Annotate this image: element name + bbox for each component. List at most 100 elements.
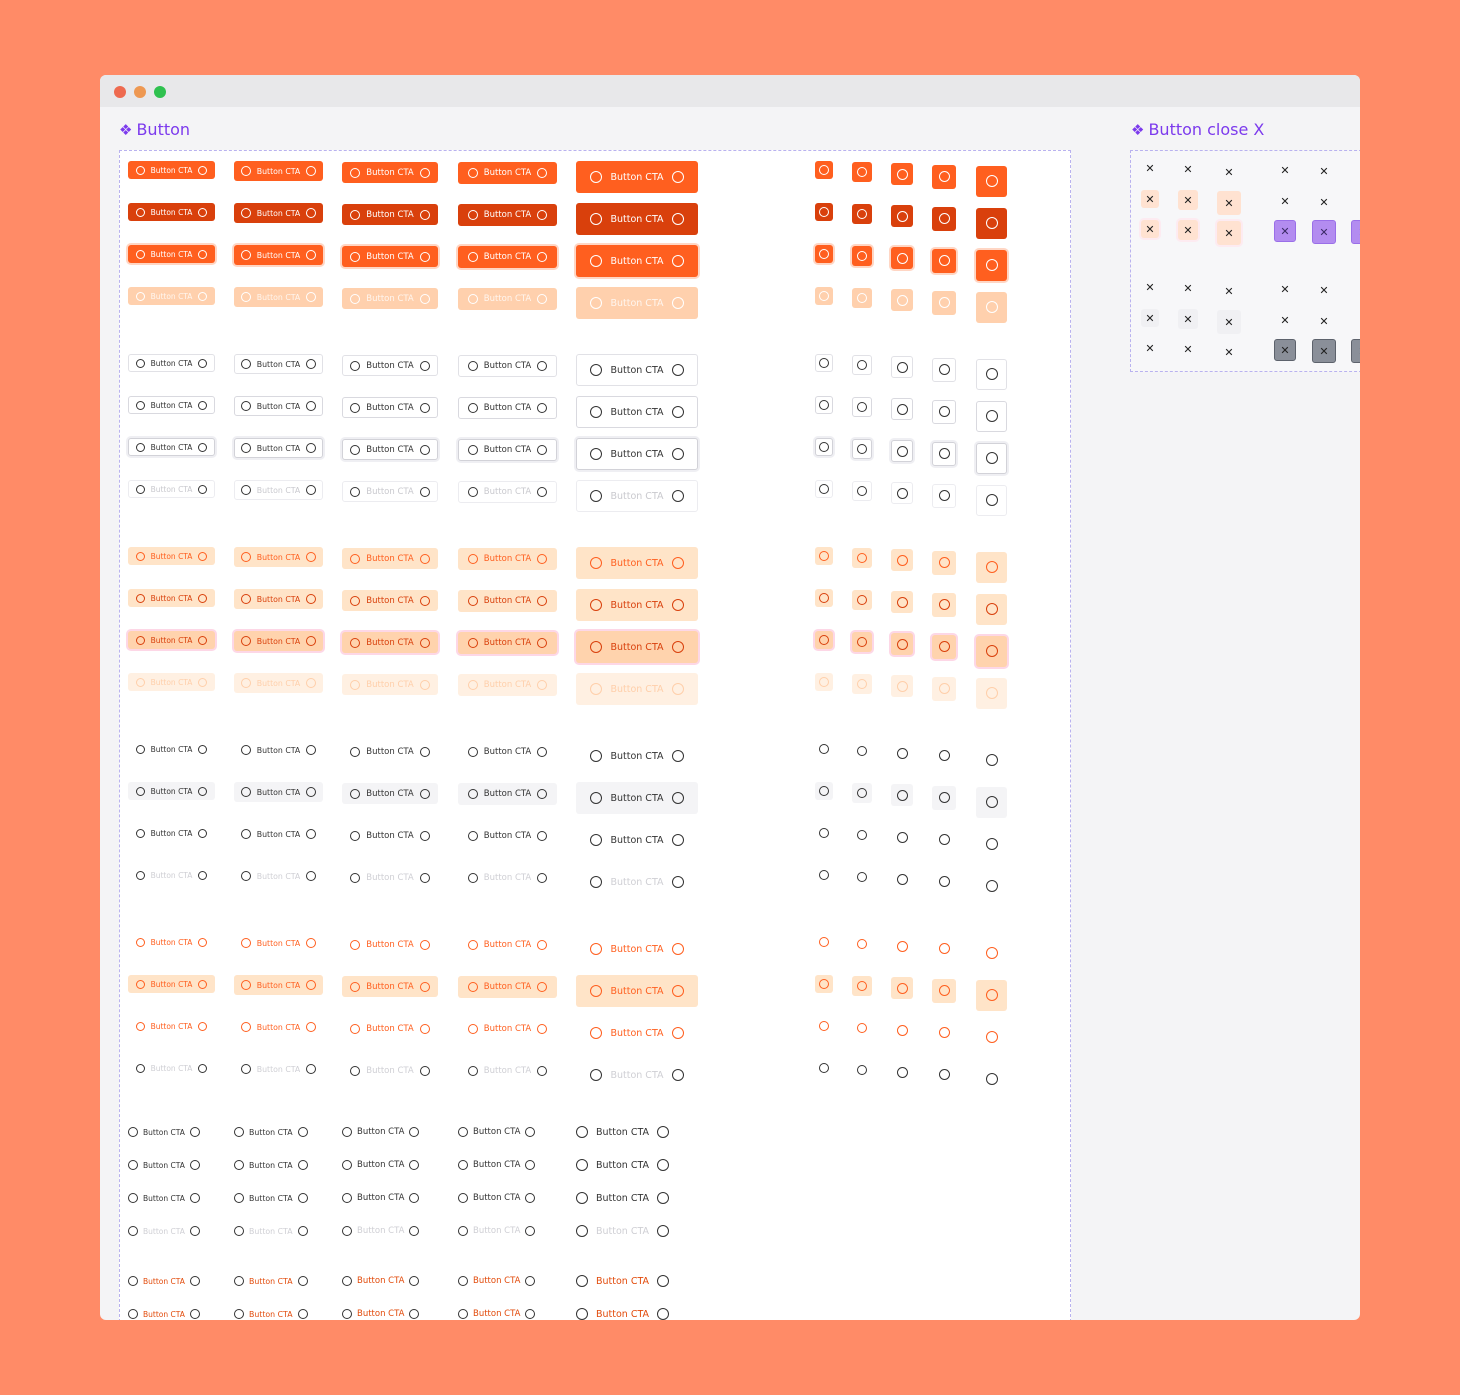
link-orange-button-xl-focus[interactable]: Button CTA xyxy=(576,1017,698,1049)
ghost-icon-button-xl-hover[interactable] xyxy=(976,786,1007,818)
link-gray-button-sm-default[interactable]: Button CTA xyxy=(234,1123,308,1141)
ghost-icon-button-md-default[interactable] xyxy=(891,742,913,764)
link-orange-icon-button-md-focus[interactable] xyxy=(891,1019,913,1041)
soft-icon-button-sm-hover[interactable] xyxy=(852,590,872,611)
ghost-button-sm-focus[interactable]: Button CTA xyxy=(234,824,323,844)
primary-icon-button-xs-disabled[interactable] xyxy=(815,287,833,305)
link-orange-icon-button-md-disabled[interactable] xyxy=(891,1061,913,1083)
link-orange-button-sm-hover[interactable]: Button CTA xyxy=(234,975,323,995)
close-x-button[interactable]: ✕ xyxy=(1217,191,1241,215)
secondary-button-md-focus[interactable]: Button CTA xyxy=(342,439,438,460)
close-x-button[interactable]: ✕ xyxy=(1141,278,1159,296)
soft-icon-button-xl-focus[interactable] xyxy=(976,635,1007,667)
soft-button-md-focus[interactable]: Button CTA xyxy=(342,632,438,653)
secondary-icon-button-sm-focus[interactable] xyxy=(852,439,872,460)
link-orange-icon-button-lg-focus[interactable] xyxy=(932,1021,956,1045)
link-gray-button-lg-focus[interactable]: Button CTA xyxy=(458,1189,536,1207)
secondary-button-xs-focus[interactable]: Button CTA xyxy=(128,438,215,456)
secondary-icon-button-xl-default[interactable] xyxy=(976,358,1007,390)
ghost-icon-button-sm-default[interactable] xyxy=(852,741,872,761)
link-orange-icon-button-md-default[interactable] xyxy=(891,935,913,957)
soft-button-xl-disabled[interactable]: Button CTA xyxy=(576,673,698,705)
link-orange-text-button-sm-hover[interactable]: Button CTA xyxy=(234,1305,308,1320)
primary-button-md-disabled[interactable]: Button CTA xyxy=(342,288,438,309)
ghost-icon-button-xs-hover[interactable] xyxy=(815,782,833,800)
ghost-button-xl-focus[interactable]: Button CTA xyxy=(576,824,698,856)
link-orange-icon-button-lg-hover[interactable] xyxy=(932,978,956,1003)
primary-button-md-hover[interactable]: Button CTA xyxy=(342,204,438,225)
ghost-button-md-default[interactable]: Button CTA xyxy=(342,741,438,762)
secondary-button-sm-hover[interactable]: Button CTA xyxy=(234,396,323,416)
primary-button-sm-disabled[interactable]: Button CTA xyxy=(234,287,323,307)
link-gray-button-xl-default[interactable]: Button CTA xyxy=(576,1123,670,1141)
link-gray-button-xs-default[interactable]: Button CTA xyxy=(128,1123,200,1141)
secondary-icon-button-md-hover[interactable] xyxy=(891,398,913,421)
secondary-button-xs-disabled[interactable]: Button CTA xyxy=(128,480,215,498)
soft-icon-button-sm-focus[interactable] xyxy=(852,632,872,653)
close-x-button[interactable]: ✕ xyxy=(1178,309,1198,329)
ghost-icon-button-xs-disabled[interactable] xyxy=(815,866,833,884)
primary-icon-button-lg-focus[interactable] xyxy=(932,248,956,273)
frame-title-button[interactable]: ❖ Button xyxy=(119,120,191,139)
primary-button-xs-default[interactable]: Button CTA xyxy=(128,161,215,179)
link-orange-text-button-xs-default[interactable]: Button CTA xyxy=(128,1272,200,1290)
ghost-button-lg-disabled[interactable]: Button CTA xyxy=(458,867,557,889)
primary-icon-button-xs-default[interactable] xyxy=(815,161,833,179)
primary-icon-button-xs-focus[interactable] xyxy=(815,245,833,263)
primary-button-lg-disabled[interactable]: Button CTA xyxy=(458,288,557,310)
soft-icon-button-sm-disabled[interactable] xyxy=(852,674,872,695)
link-orange-button-lg-focus[interactable]: Button CTA xyxy=(458,1018,557,1040)
link-gray-button-sm-focus[interactable]: Button CTA xyxy=(234,1189,308,1207)
ghost-button-sm-hover[interactable]: Button CTA xyxy=(234,782,323,802)
link-orange-icon-button-xl-default[interactable] xyxy=(976,938,1007,969)
link-orange-text-button-md-hover[interactable]: Button CTA xyxy=(342,1305,420,1320)
ghost-button-md-disabled[interactable]: Button CTA xyxy=(342,867,438,888)
soft-icon-button-lg-disabled[interactable] xyxy=(932,676,956,701)
close-x-button[interactable]: ✕ xyxy=(1178,278,1198,298)
soft-icon-button-md-hover[interactable] xyxy=(891,591,913,614)
primary-button-xs-disabled[interactable]: Button CTA xyxy=(128,287,215,305)
ghost-icon-button-xl-default[interactable] xyxy=(976,745,1007,776)
secondary-icon-button-xs-focus[interactable] xyxy=(815,438,833,456)
primary-icon-button-md-focus[interactable] xyxy=(891,247,913,270)
secondary-icon-button-xs-hover[interactable] xyxy=(815,396,833,414)
secondary-icon-button-xl-hover[interactable] xyxy=(976,400,1007,432)
primary-button-md-focus[interactable]: Button CTA xyxy=(342,246,438,267)
ghost-button-xs-default[interactable]: Button CTA xyxy=(128,740,215,758)
close-x-button[interactable]: ✕ xyxy=(1178,190,1198,210)
link-orange-icon-button-xs-disabled[interactable] xyxy=(815,1059,833,1077)
primary-button-sm-default[interactable]: Button CTA xyxy=(234,161,323,181)
link-orange-button-lg-default[interactable]: Button CTA xyxy=(458,934,557,956)
frame-title-button-close[interactable]: ❖ Button close X xyxy=(1131,120,1265,139)
secondary-button-md-default[interactable]: Button CTA xyxy=(342,355,438,376)
link-gray-button-lg-disabled[interactable]: Button CTA xyxy=(458,1222,536,1240)
ghost-icon-button-md-hover[interactable] xyxy=(891,784,913,807)
link-orange-icon-button-sm-hover[interactable] xyxy=(852,976,872,997)
soft-icon-button-xs-disabled[interactable] xyxy=(815,673,833,691)
close-x-button[interactable]: ✕ xyxy=(1141,190,1159,208)
link-gray-button-md-disabled[interactable]: Button CTA xyxy=(342,1222,420,1240)
secondary-button-xl-disabled[interactable]: Button CTA xyxy=(576,480,698,512)
link-orange-button-xs-hover[interactable]: Button CTA xyxy=(128,975,215,993)
primary-button-lg-hover[interactable]: Button CTA xyxy=(458,204,557,226)
primary-button-lg-focus[interactable]: Button CTA xyxy=(458,246,557,268)
close-x-button[interactable]: ✕ xyxy=(1274,339,1296,361)
close-x-button[interactable]: ✕ xyxy=(1141,309,1159,327)
close-x-button[interactable]: ✕ xyxy=(1312,278,1336,302)
close-x-button[interactable]: ✕ xyxy=(1312,190,1336,214)
close-x-button[interactable]: ✕ xyxy=(1274,278,1296,300)
link-gray-button-md-focus[interactable]: Button CTA xyxy=(342,1189,420,1207)
close-x-button[interactable]: ✕ xyxy=(1217,310,1241,334)
link-gray-button-xs-focus[interactable]: Button CTA xyxy=(128,1189,200,1207)
close-x-button[interactable]: ✕ xyxy=(1178,159,1198,179)
secondary-button-xs-hover[interactable]: Button CTA xyxy=(128,396,215,414)
ghost-icon-button-lg-disabled[interactable] xyxy=(932,870,956,894)
close-x-button[interactable]: ✕ xyxy=(1217,279,1241,303)
ghost-icon-button-lg-hover[interactable] xyxy=(932,785,956,810)
link-orange-button-xs-disabled[interactable]: Button CTA xyxy=(128,1059,215,1077)
primary-button-xl-focus[interactable]: Button CTA xyxy=(576,245,698,277)
primary-icon-button-xl-focus[interactable] xyxy=(976,249,1007,281)
primary-icon-button-xl-default[interactable] xyxy=(976,165,1007,197)
link-orange-icon-button-xl-focus[interactable] xyxy=(976,1022,1007,1053)
soft-button-xl-hover[interactable]: Button CTA xyxy=(576,589,698,621)
